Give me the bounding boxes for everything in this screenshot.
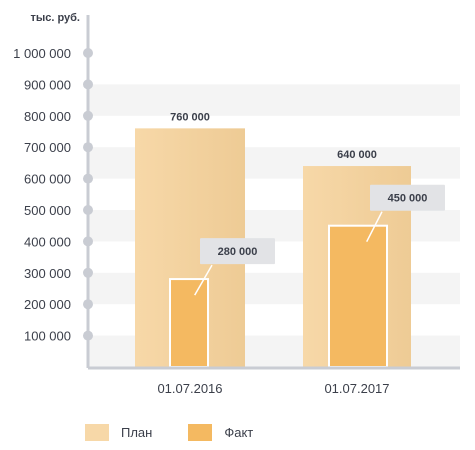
legend-label-fact: Факт xyxy=(224,425,254,440)
legend-swatch-fact xyxy=(188,424,213,441)
legend: План Факт xyxy=(85,424,253,441)
plan-data-label: 640 000 xyxy=(337,149,377,161)
y-tick-marker xyxy=(83,48,93,58)
y-tick-label: 100 000 xyxy=(24,329,71,344)
y-tick-label: 300 000 xyxy=(24,266,71,281)
y-tick-label: 200 000 xyxy=(24,297,71,312)
legend-item-plan: План xyxy=(85,424,152,441)
y-tick-label: 600 000 xyxy=(24,172,71,187)
y-tick-marker xyxy=(83,110,93,121)
plan-data-label: 760 000 xyxy=(170,111,210,123)
y-tick-label: 400 000 xyxy=(24,234,71,249)
y-axis-unit-label: тыс. руб. xyxy=(30,12,80,24)
fact-data-label: 280 000 xyxy=(218,246,258,258)
y-tick-marker xyxy=(83,236,93,247)
y-tick-marker xyxy=(83,205,93,215)
y-tick-label: 800 000 xyxy=(24,109,71,124)
y-tick-label: 500 000 xyxy=(24,203,71,218)
callout-pointer xyxy=(366,211,383,243)
y-axis: 100 000 200 000 300 000 400 000 500 000 600 0… xyxy=(13,15,460,370)
fact-bar xyxy=(169,278,209,368)
y-tick-marker xyxy=(83,267,93,278)
y-tick-marker xyxy=(83,330,93,341)
y-tick-marker xyxy=(83,79,93,90)
fact-callout-box xyxy=(200,238,275,265)
y-tick-label: 700 000 xyxy=(24,140,71,155)
callouts-layer: 280 000 450 000 xyxy=(194,184,445,296)
y-tick-marker xyxy=(83,173,93,184)
x-category-label: 01.07.2017 xyxy=(324,381,389,396)
y-tick-label: 900 000 xyxy=(24,77,71,92)
x-category-label: 01.07.2016 xyxy=(157,381,222,396)
fact-bar xyxy=(328,224,388,368)
callout-pointer xyxy=(194,264,213,296)
legend-item-fact: Факт xyxy=(188,424,253,441)
legend-label-plan: План xyxy=(121,425,153,440)
y-tick-label: 1 000 000 xyxy=(13,46,71,61)
grid-band xyxy=(88,84,460,116)
fact-data-label: 450 000 xyxy=(388,193,428,205)
y-tick-marker xyxy=(83,299,93,310)
fact-callout-box xyxy=(370,184,445,211)
x-axis-categories: 01.07.2016 01.07.2017 xyxy=(157,381,389,396)
legend-swatch-plan xyxy=(85,424,109,441)
y-tick-marker xyxy=(83,142,93,153)
